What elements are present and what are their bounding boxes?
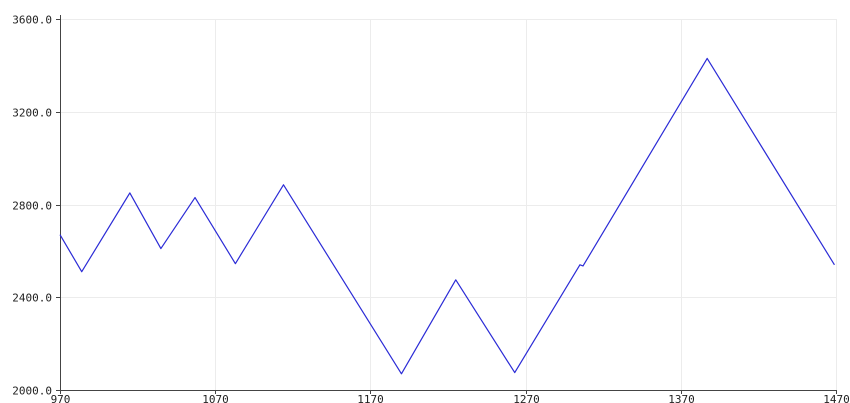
- x-tick-label: 1370: [668, 393, 695, 403]
- series-line: [59, 57, 835, 375]
- x-tick-label: 1270: [513, 393, 540, 403]
- axis-ticks: [56, 19, 837, 394]
- y-tick-label: 3600.0: [12, 14, 52, 27]
- y-tick-label: 2000.0: [12, 385, 52, 398]
- axes: [60, 15, 836, 391]
- x-tick-label: 970: [51, 393, 71, 403]
- y-tick-label: 3200.0: [12, 107, 52, 120]
- x-tick-label: 1070: [202, 393, 229, 403]
- x-tick-label: 1170: [357, 393, 384, 403]
- x-tick-label: 1470: [823, 393, 850, 403]
- tick-labels: 970 1070 1170 1270 1370 1470 2000.0 2400.0 2800.…: [12, 14, 850, 403]
- y-tick-label: 2800.0: [12, 200, 52, 213]
- y-tick-label: 2400.0: [12, 292, 52, 305]
- series-group: [59, 57, 835, 375]
- grid-lines: [60, 19, 837, 391]
